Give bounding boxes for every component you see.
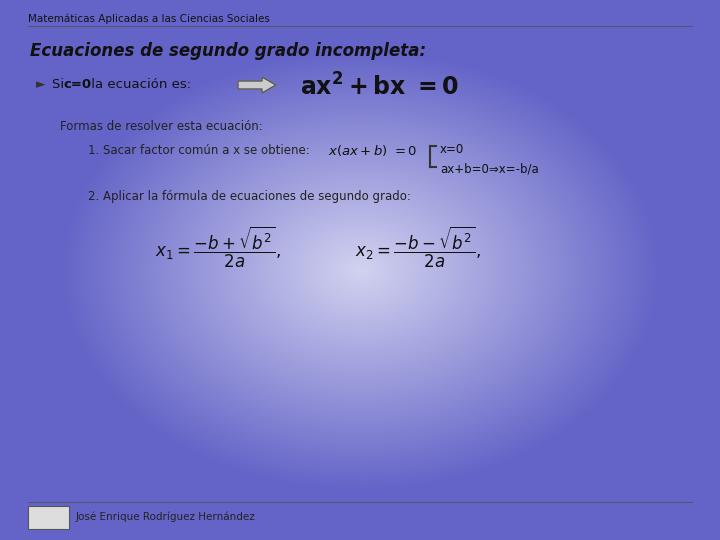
Text: Formas de resolver esta ecuación:: Formas de resolver esta ecuación: xyxy=(60,120,263,133)
Text: Si: Si xyxy=(52,78,68,91)
Text: Matemáticas Aplicadas a las Ciencias Sociales: Matemáticas Aplicadas a las Ciencias Soc… xyxy=(28,13,270,24)
Text: José Enrique Rodríguez Hernández: José Enrique Rodríguez Hernández xyxy=(76,512,256,522)
Text: 1. Sacar factor común a x se obtiene:: 1. Sacar factor común a x se obtiene: xyxy=(88,144,310,157)
Text: ©ⓃⓈⓂ: ©ⓃⓈⓂ xyxy=(38,514,58,521)
Text: ►: ► xyxy=(36,78,45,91)
Text: $x_1 = \dfrac{-b + \sqrt{b^2}}{2a},$: $x_1 = \dfrac{-b + \sqrt{b^2}}{2a},$ xyxy=(155,225,282,270)
Text: $x_2 = \dfrac{-b - \sqrt{b^2}}{2a},$: $x_2 = \dfrac{-b - \sqrt{b^2}}{2a},$ xyxy=(355,225,482,270)
FancyArrow shape xyxy=(238,77,276,93)
Text: ax+b=0⇒x=-b/a: ax+b=0⇒x=-b/a xyxy=(440,162,539,175)
Text: Ecuaciones de segundo grado incompleta:: Ecuaciones de segundo grado incompleta: xyxy=(30,42,426,60)
Text: x=0: x=0 xyxy=(440,143,464,156)
Text: 2. Aplicar la fórmula de ecuaciones de segundo grado:: 2. Aplicar la fórmula de ecuaciones de s… xyxy=(88,190,411,203)
Text: c=0: c=0 xyxy=(63,78,91,91)
Text: $x(ax + b)\ =0$: $x(ax + b)\ =0$ xyxy=(328,143,417,158)
Text: $\mathbf{ax^2 + bx\ =0}$: $\mathbf{ax^2 + bx\ =0}$ xyxy=(300,73,459,100)
FancyBboxPatch shape xyxy=(27,505,68,529)
FancyArrow shape xyxy=(238,77,276,93)
Text: la ecuación es:: la ecuación es: xyxy=(87,78,191,91)
